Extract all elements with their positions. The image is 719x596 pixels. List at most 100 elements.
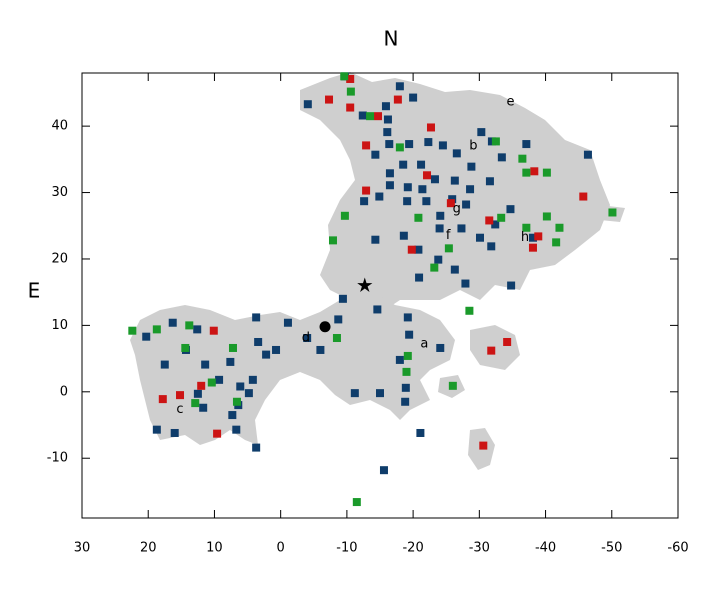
point (213, 429, 222, 438)
point (403, 313, 412, 322)
point (485, 177, 494, 186)
point (226, 357, 235, 366)
x-tick-label: 10 (206, 541, 223, 556)
point (503, 337, 512, 346)
point (401, 397, 410, 406)
point (399, 231, 408, 240)
point (228, 343, 237, 352)
point (254, 337, 263, 346)
y-tick-label: -10 (47, 451, 68, 466)
point (534, 232, 543, 241)
annotation: d (302, 331, 310, 346)
point (436, 343, 445, 352)
point (434, 255, 443, 264)
point (438, 141, 447, 150)
point (303, 334, 312, 343)
point (383, 128, 392, 137)
point (403, 351, 412, 360)
point (507, 281, 516, 290)
marker-circle (319, 321, 331, 333)
point (522, 140, 531, 149)
point (375, 192, 384, 201)
point (379, 466, 388, 475)
point (352, 498, 361, 507)
point (193, 325, 202, 334)
point (197, 381, 206, 390)
point (215, 375, 224, 384)
point (334, 315, 343, 324)
point (487, 242, 496, 251)
point (485, 216, 494, 225)
point (422, 197, 431, 206)
point (283, 318, 292, 327)
point (461, 279, 470, 288)
point (160, 360, 169, 369)
point (435, 224, 444, 233)
point (436, 211, 445, 220)
point (385, 140, 394, 149)
point (405, 140, 414, 149)
point (181, 343, 190, 352)
y-tick-label: 30 (51, 185, 68, 200)
point (555, 223, 564, 232)
point (201, 360, 210, 369)
point (579, 192, 588, 201)
point (374, 112, 383, 121)
point (506, 205, 515, 214)
point (552, 238, 561, 247)
point (444, 244, 453, 253)
point (487, 346, 496, 355)
point (152, 325, 161, 334)
point (415, 273, 424, 282)
point (417, 160, 426, 169)
point (608, 208, 617, 217)
point (528, 243, 537, 252)
point (248, 375, 257, 384)
point (152, 425, 161, 434)
point (399, 160, 408, 169)
point (328, 236, 337, 245)
point (418, 185, 427, 194)
point (430, 263, 439, 272)
point (522, 168, 531, 177)
point (466, 185, 475, 194)
point (395, 143, 404, 152)
point (491, 220, 500, 229)
point (407, 245, 416, 254)
point (168, 318, 177, 327)
y-tick-label: 10 (51, 318, 68, 333)
annotation: a (420, 336, 428, 351)
x-tick-label: -60 (667, 541, 688, 556)
point (448, 381, 457, 390)
point (497, 153, 506, 162)
annotation: f (446, 228, 451, 243)
point (360, 197, 369, 206)
point (583, 150, 592, 159)
marker-star (357, 277, 373, 292)
chart-title: N (384, 27, 399, 51)
point (465, 306, 474, 315)
x-tick-label: 30 (74, 541, 91, 556)
point (232, 397, 241, 406)
point (385, 181, 394, 190)
point (403, 197, 412, 206)
point (371, 235, 380, 244)
point (158, 395, 167, 404)
point (191, 399, 200, 408)
point (446, 199, 455, 208)
x-tick-label: -30 (469, 541, 490, 556)
point (303, 100, 312, 109)
y-tick-label: 20 (51, 251, 68, 266)
point (193, 389, 202, 398)
point (346, 74, 355, 83)
point (199, 403, 208, 412)
point (170, 428, 179, 437)
point (252, 443, 261, 452)
point (228, 411, 237, 420)
point (338, 294, 347, 303)
point (528, 233, 537, 242)
point (383, 115, 392, 124)
point (542, 168, 551, 177)
point (381, 102, 390, 111)
